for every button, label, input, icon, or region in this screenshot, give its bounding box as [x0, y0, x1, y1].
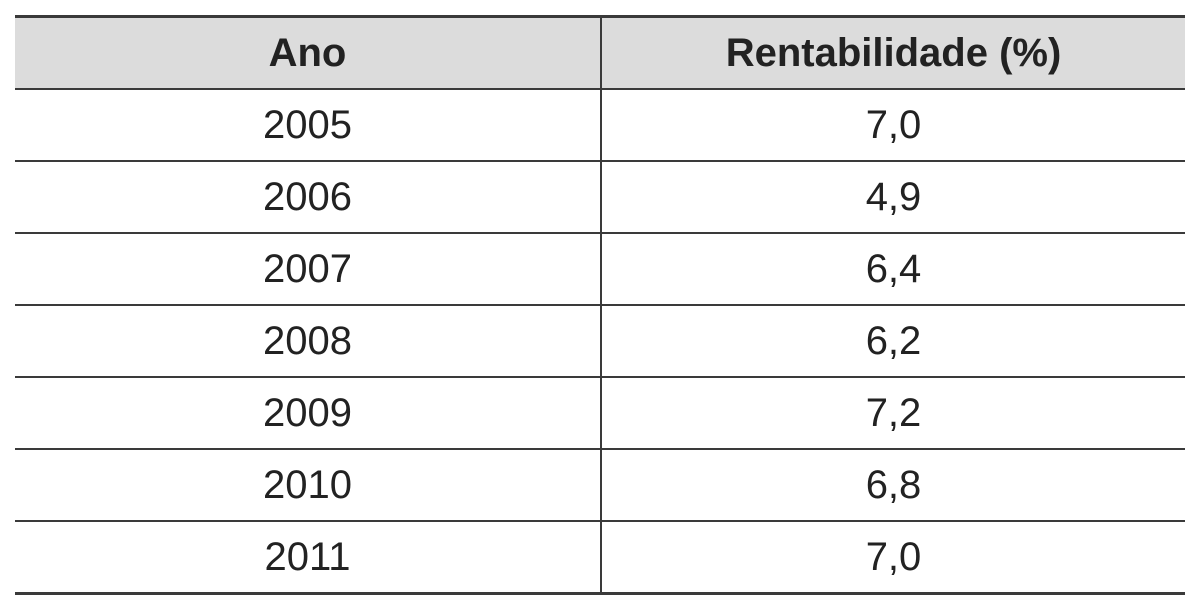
- table-row: 2009 7,2: [15, 376, 1185, 450]
- table-row: 2007 6,4: [15, 232, 1185, 306]
- data-table: Ano Rentabilidade (%) 2005 7,0 2006 4,9 2007…: [15, 15, 1185, 595]
- table-header: Ano Rentabilidade (%): [15, 15, 1185, 90]
- header-cell: Rentabilidade (%): [601, 15, 1185, 90]
- header-cell: Ano: [15, 15, 602, 90]
- value-cell: 6,4: [601, 232, 1185, 306]
- year-cell: 2008: [15, 304, 602, 378]
- table-row: 2008 6,2: [15, 304, 1185, 378]
- year-cell: 2011: [15, 520, 602, 595]
- year-cell: 2007: [15, 232, 602, 306]
- value-cell: 6,8: [601, 448, 1185, 522]
- value-cell: 6,2: [601, 304, 1185, 378]
- year-cell: 2006: [15, 160, 602, 234]
- table-row: 2006 4,9: [15, 160, 1185, 234]
- year-cell: 2009: [15, 376, 602, 450]
- table-body: 2005 7,0 2006 4,9 2007 6,4 2008 6,2 2009 7,2 2010 6…: [15, 88, 1185, 595]
- value-cell: 7,0: [601, 88, 1185, 162]
- year-cell: 2005: [15, 88, 602, 162]
- year-cell: 2010: [15, 448, 602, 522]
- value-cell: 7,0: [601, 520, 1185, 595]
- table-row: 2010 6,8: [15, 448, 1185, 522]
- value-cell: 7,2: [601, 376, 1185, 450]
- header-row: Ano Rentabilidade (%): [15, 15, 1185, 90]
- value-cell: 4,9: [601, 160, 1185, 234]
- table-row: 2011 7,0: [15, 520, 1185, 595]
- table-row: 2005 7,0: [15, 88, 1185, 162]
